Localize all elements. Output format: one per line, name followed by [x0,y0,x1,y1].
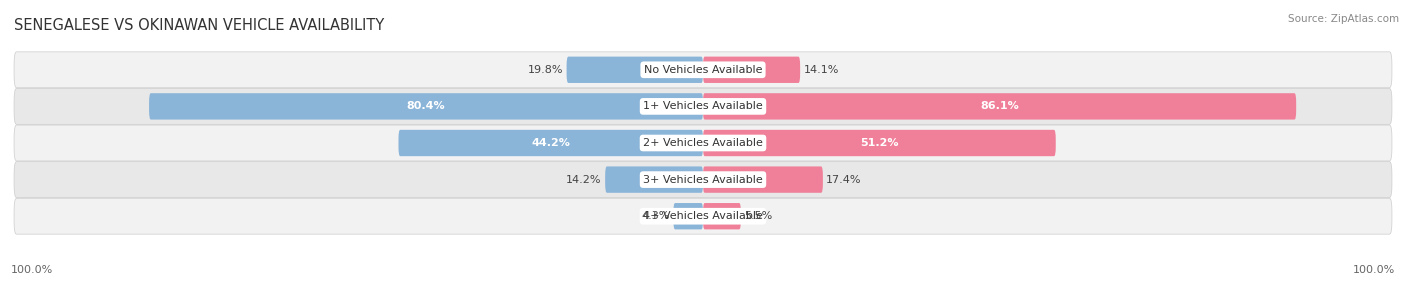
Text: 44.2%: 44.2% [531,138,571,148]
Text: 17.4%: 17.4% [827,175,862,184]
Text: 14.1%: 14.1% [804,65,839,75]
Text: SENEGALESE VS OKINAWAN VEHICLE AVAILABILITY: SENEGALESE VS OKINAWAN VEHICLE AVAILABIL… [14,18,384,33]
Text: 4.3%: 4.3% [641,211,669,221]
Text: 5.5%: 5.5% [744,211,772,221]
FancyBboxPatch shape [398,130,703,156]
Text: No Vehicles Available: No Vehicles Available [644,65,762,75]
Text: 86.1%: 86.1% [980,102,1019,111]
Text: 100.0%: 100.0% [11,265,53,275]
FancyBboxPatch shape [703,166,823,193]
FancyBboxPatch shape [703,93,1296,120]
Text: 51.2%: 51.2% [860,138,898,148]
FancyBboxPatch shape [703,130,1056,156]
FancyBboxPatch shape [149,93,703,120]
Text: 3+ Vehicles Available: 3+ Vehicles Available [643,175,763,184]
Text: 19.8%: 19.8% [527,65,564,75]
Text: 1+ Vehicles Available: 1+ Vehicles Available [643,102,763,111]
FancyBboxPatch shape [605,166,703,193]
Text: 2+ Vehicles Available: 2+ Vehicles Available [643,138,763,148]
Text: 14.2%: 14.2% [567,175,602,184]
FancyBboxPatch shape [567,57,703,83]
FancyBboxPatch shape [14,125,1392,161]
FancyBboxPatch shape [14,198,1392,234]
FancyBboxPatch shape [14,88,1392,124]
FancyBboxPatch shape [673,203,703,229]
FancyBboxPatch shape [14,162,1392,198]
Text: 4+ Vehicles Available: 4+ Vehicles Available [643,211,763,221]
FancyBboxPatch shape [703,203,741,229]
FancyBboxPatch shape [703,57,800,83]
Text: 80.4%: 80.4% [406,102,446,111]
FancyBboxPatch shape [14,52,1392,88]
Text: 100.0%: 100.0% [1353,265,1395,275]
Text: Source: ZipAtlas.com: Source: ZipAtlas.com [1288,14,1399,24]
